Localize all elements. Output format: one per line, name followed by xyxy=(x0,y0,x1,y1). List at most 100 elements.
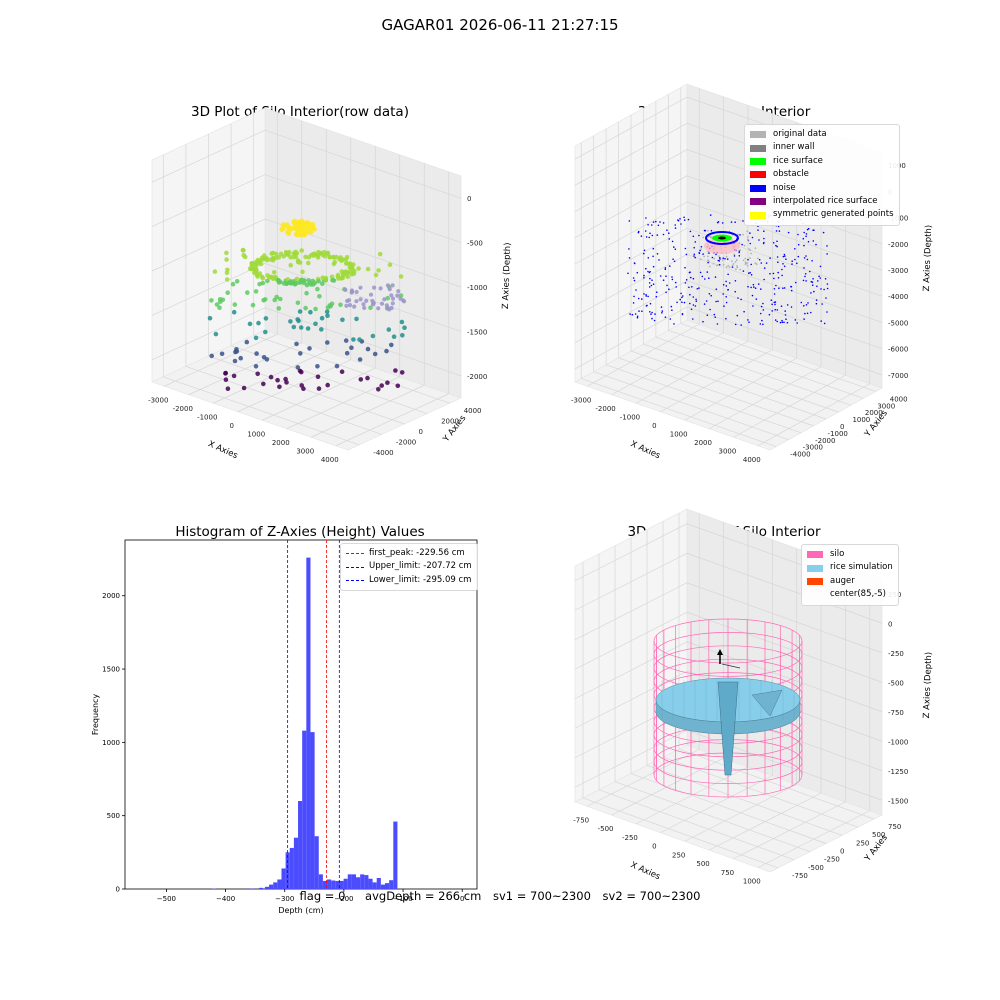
p2-original-point xyxy=(728,266,731,269)
p2-noise-point xyxy=(749,271,751,274)
p2-noise-point xyxy=(812,240,815,242)
p2-noise-point xyxy=(652,221,655,223)
p1-point xyxy=(213,331,219,337)
p2-noise-point xyxy=(694,305,697,307)
legend-label: obstacle xyxy=(773,169,809,180)
p1-point xyxy=(224,250,229,256)
p2-noise-point xyxy=(804,273,807,275)
p2-noise-point xyxy=(652,283,655,286)
p1-point xyxy=(274,294,280,300)
p1-x-tick: -2000 xyxy=(173,405,193,413)
p2-noise-point xyxy=(783,321,785,324)
p2-noise-point xyxy=(823,322,826,325)
p2-noise-point xyxy=(741,243,743,246)
p1-point xyxy=(230,281,236,287)
p2-noise-point xyxy=(777,277,780,279)
p1-point xyxy=(358,297,363,302)
p2-noise-point xyxy=(803,244,805,247)
p2-noise-point xyxy=(815,302,818,305)
p2-noise-point xyxy=(702,253,704,255)
p2-noise-point xyxy=(794,248,796,250)
p2-noise-point xyxy=(649,232,651,235)
p4-y-tick: 500 xyxy=(872,831,885,839)
p2-z-tick: -7000 xyxy=(888,372,908,380)
p2-original-point xyxy=(702,236,705,239)
histogram-bar xyxy=(322,880,328,889)
histogram-bar xyxy=(360,874,365,889)
histogram-bar xyxy=(368,878,373,889)
legend-swatch xyxy=(807,564,823,572)
p2-noise-point xyxy=(794,319,797,321)
p2-noise-point xyxy=(777,225,780,228)
p2-noise-point xyxy=(757,283,760,285)
p2-noise-point xyxy=(628,220,631,222)
p2-original-point xyxy=(721,259,724,262)
p2-noise-point xyxy=(784,255,786,257)
p2-noise-point xyxy=(771,310,773,312)
p2-noise-point xyxy=(752,283,755,286)
p2-noise-point xyxy=(739,234,741,236)
p1-point xyxy=(351,337,356,342)
legend-label: symmetric generated points xyxy=(773,209,894,220)
p1-point xyxy=(325,313,330,319)
p2-noise-point xyxy=(747,258,749,261)
p1-point xyxy=(398,296,403,301)
p2-noise-point xyxy=(803,318,805,320)
p2-noise-point xyxy=(688,271,691,274)
p2-original-point xyxy=(725,266,728,268)
p4-z-tick: -250 xyxy=(888,650,904,658)
p2-noise-point xyxy=(701,275,704,278)
p2-noise-point xyxy=(661,312,663,314)
p2-original-point xyxy=(731,260,733,263)
p1-point xyxy=(376,268,381,273)
x-tick-label: −400 xyxy=(216,895,235,903)
p2-noise-point xyxy=(669,265,671,267)
p2-noise-point xyxy=(708,277,710,280)
p1-point xyxy=(253,335,259,341)
histogram-bar xyxy=(318,874,323,889)
histogram-bar xyxy=(314,836,319,889)
legend-item: original data xyxy=(750,128,894,141)
y-tick-label: 2000 xyxy=(102,592,120,600)
p1-point xyxy=(224,277,230,282)
p1-y-tick: 4000 xyxy=(464,407,482,415)
p1-point xyxy=(395,383,401,389)
p1-point xyxy=(362,305,367,310)
p4-grid-z xyxy=(574,641,883,713)
p2-noise-point xyxy=(775,230,778,232)
p4-y-tick: -500 xyxy=(808,864,824,872)
p2-noise-point xyxy=(728,282,731,284)
p1-point xyxy=(337,257,342,262)
p2-noise-point xyxy=(722,293,724,295)
p2-noise-point xyxy=(674,248,677,250)
p2-original-point xyxy=(747,239,750,241)
p1-point xyxy=(331,261,337,267)
p1-point xyxy=(389,342,394,348)
legend-swatch xyxy=(807,578,823,586)
p4-x-tick: 250 xyxy=(672,851,685,859)
p2-noise-point xyxy=(657,224,660,227)
p2-noise-point xyxy=(644,230,647,232)
histogram-bar xyxy=(376,878,381,889)
p1-point xyxy=(327,254,333,260)
p2-noise-point xyxy=(772,242,775,244)
p2-noise-point xyxy=(820,288,822,290)
p2-noise-point xyxy=(636,315,639,318)
p2-original-point xyxy=(707,259,709,262)
p1-point xyxy=(357,357,363,362)
p2-noise-point xyxy=(649,311,651,313)
p2-noise-point xyxy=(796,322,798,324)
p1-point xyxy=(238,355,243,361)
p4-z-tick: -500 xyxy=(888,679,904,687)
p1-point xyxy=(382,297,387,302)
p2-noise-point xyxy=(717,300,719,303)
legend-item: obstacle xyxy=(750,168,894,181)
p1-point xyxy=(379,301,385,306)
p1-point xyxy=(368,305,373,311)
x-tick-label: −200 xyxy=(334,895,353,903)
p2-noise-point xyxy=(651,234,654,237)
legend-label: auger xyxy=(830,575,855,586)
p1-point xyxy=(223,371,228,376)
legend-label: center(85,-5) xyxy=(830,589,886,600)
p2-original-point xyxy=(727,264,730,267)
